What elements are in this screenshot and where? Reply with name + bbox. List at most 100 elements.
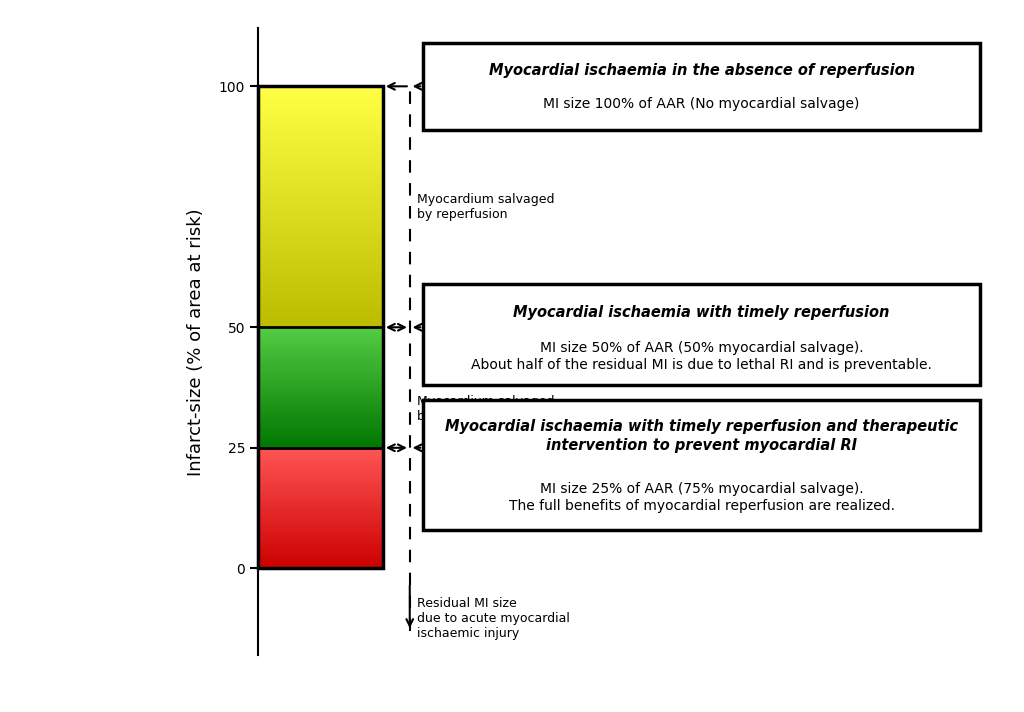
Bar — [258, 229, 383, 230]
Bar — [258, 91, 383, 93]
Bar — [423, 399, 980, 530]
Bar — [258, 307, 383, 308]
Bar — [258, 255, 383, 256]
Bar — [258, 86, 383, 568]
Bar — [258, 300, 383, 302]
Bar — [258, 310, 383, 312]
Y-axis label: Infarct-size (% of area at risk): Infarct-size (% of area at risk) — [186, 208, 205, 476]
Bar — [258, 302, 383, 303]
Bar — [258, 303, 383, 305]
Bar — [258, 225, 383, 226]
Bar — [258, 224, 383, 225]
Bar — [258, 137, 383, 138]
Bar — [258, 305, 383, 307]
Bar — [258, 218, 383, 219]
Bar — [258, 227, 383, 229]
Bar — [258, 204, 383, 206]
Bar — [258, 166, 383, 167]
Bar — [258, 95, 383, 96]
Bar — [258, 221, 383, 222]
Bar — [258, 138, 383, 140]
Bar — [258, 190, 383, 191]
Bar — [258, 152, 383, 154]
Bar — [258, 314, 383, 315]
Bar — [258, 159, 383, 161]
Bar — [258, 226, 383, 227]
Bar — [258, 93, 383, 95]
Bar — [258, 148, 383, 149]
Bar — [258, 325, 383, 326]
Bar — [258, 320, 383, 321]
Bar — [258, 288, 383, 289]
Bar — [258, 108, 383, 109]
Bar — [258, 185, 383, 187]
Bar — [258, 89, 383, 90]
Bar — [258, 90, 383, 91]
Bar — [258, 119, 383, 120]
Bar — [258, 222, 383, 224]
Bar — [258, 249, 383, 250]
Bar — [258, 172, 383, 173]
Bar — [258, 267, 383, 268]
Bar — [258, 243, 383, 244]
Bar — [258, 86, 383, 88]
Bar — [258, 251, 383, 253]
Bar — [258, 232, 383, 234]
Bar — [258, 244, 383, 246]
Bar — [258, 208, 383, 209]
Bar — [258, 105, 383, 107]
Bar — [258, 175, 383, 177]
Bar — [258, 273, 383, 274]
Bar — [258, 234, 383, 236]
Bar — [258, 319, 383, 320]
Bar — [258, 316, 383, 318]
Bar — [258, 239, 383, 241]
Bar — [258, 279, 383, 281]
Bar — [258, 182, 383, 183]
Bar — [258, 253, 383, 255]
Bar — [258, 318, 383, 319]
Bar — [258, 250, 383, 251]
Bar — [258, 147, 383, 148]
Bar — [258, 214, 383, 215]
Bar — [258, 162, 383, 164]
Bar — [258, 192, 383, 194]
Bar — [258, 220, 383, 221]
Bar — [258, 236, 383, 237]
Bar — [258, 248, 383, 249]
Bar — [258, 101, 383, 102]
Bar — [258, 132, 383, 133]
Bar — [258, 286, 383, 288]
Bar — [258, 215, 383, 216]
Bar — [258, 269, 383, 271]
Bar — [258, 164, 383, 166]
Bar — [258, 128, 383, 130]
Bar — [258, 261, 383, 262]
Bar — [258, 161, 383, 162]
Bar — [258, 272, 383, 273]
Text: Myocardial ischaemia in the absence of reperfusion: Myocardial ischaemia in the absence of r… — [488, 63, 914, 78]
Bar — [258, 131, 383, 132]
Bar — [258, 323, 383, 324]
Bar — [423, 284, 980, 385]
Bar — [258, 173, 383, 174]
Bar — [258, 115, 383, 117]
Bar — [258, 266, 383, 267]
Bar — [258, 120, 383, 121]
Bar — [258, 194, 383, 195]
Bar — [258, 177, 383, 178]
Bar — [258, 156, 383, 157]
Bar — [258, 130, 383, 131]
Bar — [258, 189, 383, 190]
Bar — [258, 278, 383, 279]
Bar — [258, 213, 383, 214]
Bar — [258, 296, 383, 297]
Bar — [258, 308, 383, 309]
Bar — [258, 295, 383, 296]
Bar — [258, 133, 383, 135]
Bar — [258, 256, 383, 258]
Bar — [258, 315, 383, 316]
Bar — [258, 157, 383, 159]
Bar — [258, 271, 383, 272]
Bar — [258, 135, 383, 136]
